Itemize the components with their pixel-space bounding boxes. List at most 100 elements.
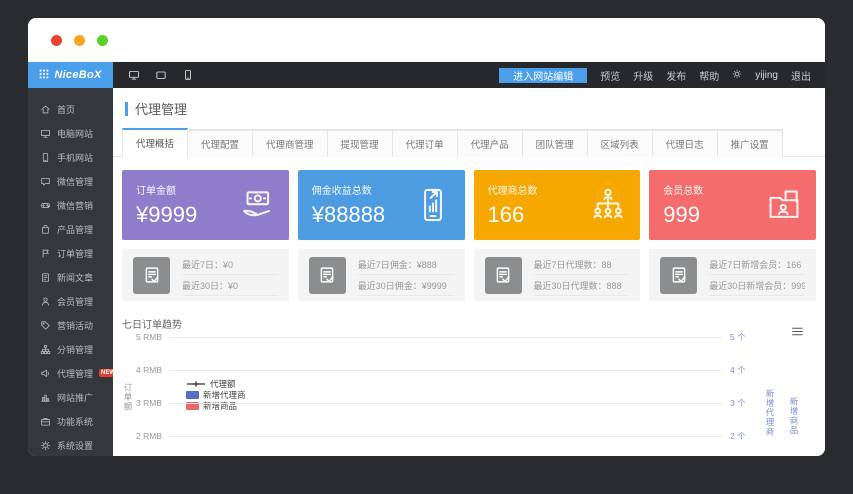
header-link[interactable]: 预览 bbox=[600, 71, 621, 83]
tab-6[interactable]: 团队管理 bbox=[521, 129, 588, 157]
grid-icon bbox=[39, 69, 49, 82]
sidebar-item-7[interactable]: 新闻文章 bbox=[28, 265, 113, 289]
tab-2[interactable]: 代理商管理 bbox=[252, 129, 328, 157]
logout-link[interactable]: 退出 bbox=[791, 71, 811, 83]
sidebar-item-label: 手机网站 bbox=[57, 152, 94, 163]
sidebar-item-label: 首页 bbox=[57, 104, 76, 115]
summary-box: 最近7日新增会员：166 最近30日新增会员：999 bbox=[649, 249, 816, 301]
folder-user-icon bbox=[765, 186, 803, 224]
desktop-icon[interactable] bbox=[128, 69, 140, 81]
right-axis-tick: 2 个 bbox=[730, 431, 746, 441]
tab-4[interactable]: 代理订单 bbox=[391, 129, 458, 157]
gear-icon bbox=[732, 69, 742, 82]
summary-box: 最近7日佣金：¥888 最近30日佣金：¥9999 bbox=[297, 249, 465, 301]
stat-card-label: 订单金额 bbox=[136, 186, 176, 197]
hamburger-icon bbox=[791, 325, 804, 342]
legend-label: 新增商品 bbox=[203, 401, 238, 411]
stat-card-value: 999 bbox=[663, 202, 700, 227]
phone-icon[interactable] bbox=[182, 69, 194, 81]
tab-3[interactable]: 提现管理 bbox=[326, 129, 393, 157]
device-preview-switcher bbox=[113, 62, 194, 88]
legend-item[interactable]: 代理额 bbox=[186, 379, 246, 389]
summary-box: 最近7日代理数：88 最近30日代理数：888 bbox=[473, 249, 641, 301]
tablet-icon[interactable] bbox=[155, 69, 167, 81]
tab-strip: 代理概括 代理配置 代理商管理 提现管理 代理订单 代理产品 团队管理 区域列表 代理日志 推广设… bbox=[113, 128, 825, 157]
header-link[interactable]: 升级 bbox=[633, 71, 654, 83]
enter-site-editor-button[interactable]: 进入网站编辑 bbox=[499, 67, 588, 83]
close-window-button[interactable] bbox=[51, 34, 62, 46]
tab-7[interactable]: 区域列表 bbox=[586, 129, 653, 157]
sidebar-item-9[interactable]: 营销活动 bbox=[28, 313, 113, 337]
sidebar-item-label: 微信管理 bbox=[57, 176, 94, 187]
sidebar-item-6[interactable]: 订单管理 bbox=[28, 241, 113, 265]
sidebar-item-label: 营销活动 bbox=[57, 320, 94, 331]
sidebar-item-label: 订单管理 bbox=[57, 248, 94, 259]
username-label[interactable]: yijing bbox=[755, 69, 778, 81]
chart-title: 七日订单趋势 bbox=[122, 320, 182, 331]
header-settings-button[interactable] bbox=[732, 69, 742, 82]
summary-line: 最近30日新增会员：999 bbox=[709, 275, 805, 296]
chart-grid-row: 4 RMB 4 个 bbox=[122, 364, 758, 376]
sidebar-item-12[interactable]: 网站推广 bbox=[28, 385, 113, 409]
sitemap-icon bbox=[40, 344, 51, 355]
page-title: 代理管理 bbox=[135, 102, 188, 117]
sidebar-item-label: 产品管理 bbox=[57, 224, 94, 235]
chat-icon bbox=[40, 176, 51, 187]
sidebar-item-14[interactable]: 系统设置 bbox=[28, 433, 113, 456]
right-axis-tick: 5 个 bbox=[730, 332, 746, 342]
right-axis-tick: 3 个 bbox=[730, 398, 746, 408]
sidebar-item-3[interactable]: 微信管理 bbox=[28, 169, 113, 193]
main-content: 代理管理 代理概括 代理配置 代理商管理 提现管理 代理订单 代理产品 团队管理 区域列表 代理… bbox=[113, 88, 825, 456]
page-title-row: 代理管理 bbox=[113, 88, 825, 125]
sidebar-item-4[interactable]: 微信营销 bbox=[28, 193, 113, 217]
header-account-area: 进入网站编辑 预览 升级 发布 帮助 yijing 退出 bbox=[499, 62, 825, 88]
sidebar-item-1[interactable]: 电脑网站 bbox=[28, 121, 113, 145]
sidebar-item-13[interactable]: 功能系统 bbox=[28, 409, 113, 433]
legend-item[interactable]: 新增代理商 bbox=[186, 390, 246, 400]
sidebar-item-0[interactable]: 首页 bbox=[28, 97, 113, 121]
sidebar-item-label: 功能系统 bbox=[57, 416, 94, 427]
sidebar-item-8[interactable]: 会员管理 bbox=[28, 289, 113, 313]
stat-card: 代理商总数 166 bbox=[473, 170, 641, 240]
legend-item[interactable]: 新增商品 bbox=[186, 401, 246, 411]
minimize-window-button[interactable] bbox=[74, 34, 85, 46]
briefcase-icon bbox=[40, 416, 51, 427]
tab-1[interactable]: 代理配置 bbox=[187, 129, 254, 157]
zoom-window-button[interactable] bbox=[97, 34, 108, 46]
bar-chart-icon bbox=[40, 392, 51, 403]
tab-0[interactable]: 代理概括 bbox=[122, 128, 189, 157]
phone-icon bbox=[40, 152, 51, 163]
stat-card: 佣金收益总数 ¥88888 bbox=[297, 170, 465, 240]
stat-cards-row: 订单金额 ¥9999 佣金收益总数 ¥88888 代理商总数 166 会员总数 … bbox=[113, 157, 825, 240]
chart-legend: 代理额 新增代理商 新增商品 bbox=[186, 379, 246, 411]
header-links: 预览 升级 发布 帮助 bbox=[587, 68, 719, 83]
stat-card: 订单金额 ¥9999 bbox=[122, 170, 289, 240]
chart-toolbox-button[interactable] bbox=[791, 325, 804, 343]
sidebar: 首页 电脑网站 手机网站 微信管理 微信营销 产品管理 bbox=[28, 88, 118, 456]
summary-line: 最近7日新增会员：166 bbox=[709, 255, 805, 275]
left-axis-tick: 2 RMB bbox=[136, 431, 162, 441]
left-axis-title: 订单额 bbox=[123, 383, 133, 412]
sidebar-item-10[interactable]: 分销管理 bbox=[28, 337, 113, 361]
sidebar-item-5[interactable]: 产品管理 bbox=[28, 217, 113, 241]
gridline bbox=[169, 402, 722, 404]
sidebar-item-11[interactable]: 代理管理 NEW bbox=[28, 361, 118, 385]
left-axis-tick: 4 RMB bbox=[136, 365, 162, 375]
report-icon bbox=[660, 256, 698, 294]
header-link[interactable]: 帮助 bbox=[699, 71, 720, 83]
legend-label: 新增代理商 bbox=[203, 390, 246, 400]
chart-grid-row: 5 RMB 5 个 bbox=[122, 331, 758, 343]
gamepad-icon bbox=[40, 200, 51, 211]
title-accent-bar bbox=[125, 101, 128, 116]
header-link[interactable]: 发布 bbox=[666, 71, 687, 83]
user-icon bbox=[40, 296, 51, 307]
tab-5[interactable]: 代理产品 bbox=[456, 129, 523, 157]
bag-icon bbox=[40, 224, 51, 235]
tab-8[interactable]: 代理日志 bbox=[651, 129, 718, 157]
sidebar-item-2[interactable]: 手机网站 bbox=[28, 145, 113, 169]
new-badge: NEW bbox=[99, 369, 118, 377]
app-header: NiceBoX 进入网站编辑 预览 升级 发布 帮助 yijing 退出 bbox=[28, 62, 825, 88]
stat-card-label: 佣金收益总数 bbox=[311, 186, 372, 197]
app-logo[interactable]: NiceBoX bbox=[28, 62, 113, 88]
tab-9[interactable]: 推广设置 bbox=[716, 129, 783, 157]
